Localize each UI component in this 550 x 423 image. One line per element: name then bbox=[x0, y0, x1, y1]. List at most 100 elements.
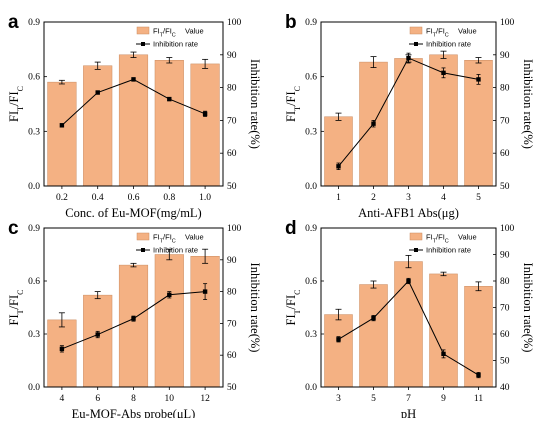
x-tick-label: 11 bbox=[474, 394, 483, 404]
y-axis-label-left: FIT/FIC bbox=[284, 86, 302, 122]
x-tick-label: 0.6 bbox=[128, 193, 140, 203]
line-point bbox=[441, 70, 446, 76]
right-tick-label: 70 bbox=[500, 116, 510, 126]
x-tick-label: 7 bbox=[406, 394, 411, 404]
left-tick-label: 0.3 bbox=[28, 127, 40, 137]
line-point bbox=[202, 289, 208, 294]
line-point bbox=[476, 372, 481, 378]
bar bbox=[118, 264, 149, 388]
legend-bar-label-suffix: Value bbox=[185, 27, 204, 36]
bar-error-bar bbox=[202, 58, 209, 69]
bar-error-bar bbox=[440, 271, 447, 277]
left-tick-label: 0.6 bbox=[305, 73, 317, 83]
x-axis-label: pH bbox=[401, 407, 416, 418]
left-tick-label: 0.6 bbox=[28, 73, 40, 83]
right-tick-label: 60 bbox=[500, 149, 510, 159]
y-axis-label-right: Inhibition rate(%) bbox=[521, 59, 535, 149]
bar-error-bar bbox=[440, 50, 447, 59]
panel-label: c bbox=[8, 218, 19, 239]
line-point bbox=[336, 164, 341, 169]
panel-label: b bbox=[285, 12, 297, 33]
line-point bbox=[336, 337, 341, 342]
bar-error-bar bbox=[58, 79, 65, 85]
bar-error-bar bbox=[130, 51, 137, 58]
bar bbox=[154, 254, 184, 388]
line-point bbox=[202, 111, 208, 117]
line-point bbox=[371, 315, 376, 321]
left-tick-label: 0.0 bbox=[305, 182, 317, 192]
x-tick-label: 3 bbox=[406, 193, 411, 203]
bar-error-bar bbox=[202, 248, 209, 264]
bar-error-bar bbox=[370, 280, 377, 289]
legend-bar-label-suffix: Value bbox=[458, 233, 477, 242]
x-tick-label: 10 bbox=[165, 394, 175, 404]
left-tick-label: 0.3 bbox=[28, 330, 40, 340]
legend-line-label: Inhibition rate bbox=[426, 40, 471, 49]
bar-error-bar bbox=[94, 291, 101, 300]
line-point bbox=[131, 77, 136, 82]
right-tick-label: 50 bbox=[500, 182, 510, 192]
legend-bar-label: FIT/FIC bbox=[153, 27, 176, 39]
bar-error-bar bbox=[166, 57, 173, 64]
x-tick-label: 6 bbox=[95, 394, 100, 404]
x-tick-label: 2 bbox=[371, 193, 376, 203]
x-tick-label: 1.0 bbox=[199, 193, 211, 203]
bar bbox=[154, 60, 184, 187]
bar bbox=[83, 65, 113, 187]
y-axis-label-left: FIT/FIC bbox=[284, 290, 302, 326]
left-tick-label: 0.0 bbox=[28, 383, 40, 393]
legend-bar-swatch bbox=[409, 26, 423, 35]
bar-error-bar bbox=[405, 254, 412, 269]
x-tick-label: 3 bbox=[336, 394, 341, 404]
x-tick-label: 4 bbox=[60, 394, 65, 404]
bar-error-bar bbox=[335, 308, 342, 321]
bar bbox=[190, 256, 220, 388]
right-tick-label: 60 bbox=[227, 351, 237, 361]
left-tick-label: 0.6 bbox=[28, 277, 40, 287]
x-tick-label: 5 bbox=[371, 394, 376, 404]
legend-line-label: Inhibition rate bbox=[153, 246, 198, 255]
bar-error-bar bbox=[58, 312, 65, 328]
legend-bar-label-suffix: Value bbox=[458, 27, 477, 36]
x-tick-label: 8 bbox=[131, 394, 136, 404]
right-tick-label: 80 bbox=[227, 288, 237, 298]
line-point bbox=[95, 332, 100, 337]
x-tick-label: 4 bbox=[441, 193, 446, 203]
panel-label: a bbox=[8, 12, 19, 33]
right-tick-label: 60 bbox=[500, 330, 510, 340]
x-tick-label: 1 bbox=[336, 193, 341, 203]
bar-error-bar bbox=[475, 57, 482, 64]
y-axis-label-right: Inhibition rate(%) bbox=[521, 263, 535, 353]
y-axis-label-left: FIT/FIC bbox=[7, 86, 25, 122]
legend-bar-swatch bbox=[136, 232, 150, 241]
y-axis-label-right: Inhibition rate(%) bbox=[248, 263, 262, 353]
bar-error-bar bbox=[130, 262, 137, 268]
right-tick-label: 50 bbox=[227, 383, 237, 393]
left-tick-label: 0.9 bbox=[28, 18, 40, 28]
right-tick-label: 90 bbox=[227, 51, 237, 61]
left-tick-label: 0.3 bbox=[305, 127, 317, 137]
legend-bar-label: FIT/FIC bbox=[426, 233, 449, 245]
x-tick-label: 12 bbox=[200, 394, 210, 404]
line-point bbox=[131, 316, 136, 321]
line-point bbox=[406, 55, 411, 61]
right-tick-label: 100 bbox=[227, 18, 242, 28]
right-tick-label: 70 bbox=[227, 116, 237, 126]
x-tick-label: 9 bbox=[441, 394, 446, 404]
right-tick-label: 90 bbox=[500, 251, 510, 261]
line-point bbox=[167, 292, 172, 297]
bar bbox=[359, 284, 388, 388]
x-tick-label: 5 bbox=[476, 193, 481, 203]
panel-label: d bbox=[285, 218, 297, 239]
legend-bar-label: FIT/FIC bbox=[426, 27, 449, 39]
x-axis-label: Anti-AFB1 Abs(μg) bbox=[358, 206, 459, 220]
line-point bbox=[59, 346, 65, 352]
x-tick-label: 0.8 bbox=[163, 193, 175, 203]
line-point bbox=[371, 121, 376, 126]
line-point bbox=[441, 351, 446, 357]
left-tick-label: 0.9 bbox=[305, 18, 317, 28]
right-tick-label: 100 bbox=[227, 224, 242, 234]
legend-bar-label-suffix: Value bbox=[185, 233, 204, 242]
y-axis-label-right: Inhibition rate(%) bbox=[248, 59, 262, 149]
